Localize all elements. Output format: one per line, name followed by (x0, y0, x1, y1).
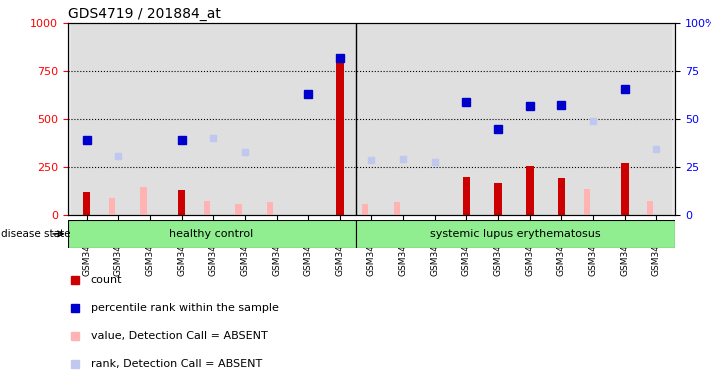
Bar (394, 202, 400, 215)
Text: percentile rank within the sample: percentile rank within the sample (91, 303, 279, 313)
Bar (166, 23, 198, 215)
Bar (235, 204, 242, 215)
Bar (229, 23, 261, 215)
Bar (102, 23, 134, 215)
Bar (292, 23, 324, 215)
Bar (356, 220, 675, 248)
Bar (82, 192, 90, 215)
Bar (356, 23, 387, 215)
Bar (451, 23, 482, 215)
Bar (267, 202, 273, 215)
Bar (482, 23, 514, 215)
Bar (387, 23, 419, 215)
Bar (577, 23, 609, 215)
Bar (526, 166, 534, 215)
Text: value, Detection Call = ABSENT: value, Detection Call = ABSENT (91, 331, 267, 341)
Bar (198, 23, 229, 215)
Bar (70, 23, 102, 215)
Bar (494, 184, 502, 215)
Text: systemic lupus erythematosus: systemic lupus erythematosus (430, 229, 601, 239)
Bar (584, 189, 590, 215)
Bar (261, 23, 292, 215)
Bar (140, 187, 146, 215)
Bar (419, 23, 451, 215)
Bar (557, 177, 565, 215)
Text: disease state: disease state (1, 229, 71, 239)
Bar (641, 23, 673, 215)
Bar (109, 198, 115, 215)
Bar (545, 23, 577, 215)
Bar (621, 163, 629, 215)
Bar (514, 23, 545, 215)
Text: count: count (91, 275, 122, 285)
Bar (362, 204, 368, 215)
Bar (647, 200, 653, 215)
Bar (336, 54, 344, 215)
Bar (203, 200, 210, 215)
Bar (134, 23, 166, 215)
Bar (324, 23, 356, 215)
Bar (178, 190, 186, 215)
Text: GDS4719 / 201884_at: GDS4719 / 201884_at (68, 7, 220, 21)
Bar (68, 220, 356, 248)
Bar (463, 177, 471, 215)
Text: rank, Detection Call = ABSENT: rank, Detection Call = ABSENT (91, 359, 262, 369)
Text: healthy control: healthy control (169, 229, 254, 239)
Bar (609, 23, 641, 215)
